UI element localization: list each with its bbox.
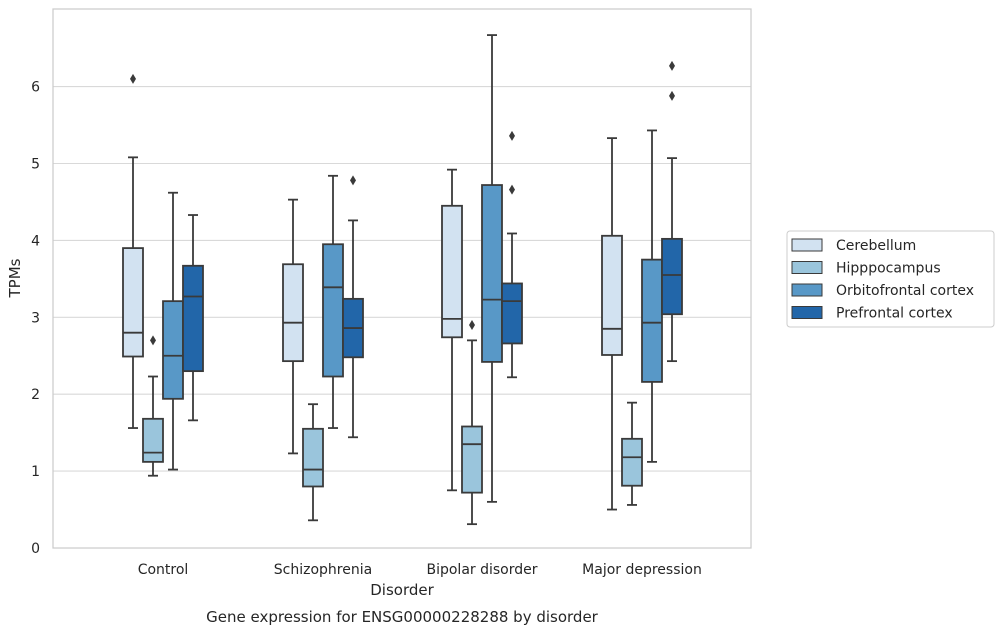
box-body xyxy=(122,247,144,358)
box xyxy=(342,175,364,439)
x-tick-label: Bipolar disorder xyxy=(426,562,537,578)
box xyxy=(322,174,344,429)
outlier-point xyxy=(150,335,156,346)
outlier-point xyxy=(509,130,515,141)
y-tick-label: 1 xyxy=(31,464,40,480)
outlier-point xyxy=(469,319,475,330)
box xyxy=(182,214,204,422)
box-body xyxy=(501,282,523,345)
legend-label: Orbitofrontal cortex xyxy=(836,283,974,299)
box-body xyxy=(481,184,503,363)
y-tick-label: 0 xyxy=(31,541,40,557)
box-body xyxy=(282,263,304,363)
box xyxy=(142,335,164,477)
outlier-point xyxy=(669,60,675,71)
box xyxy=(641,129,663,463)
box xyxy=(302,403,324,522)
box-body xyxy=(182,264,204,373)
box xyxy=(621,401,643,506)
box-body xyxy=(302,427,324,488)
x-axis-ticks: Control Schizophrenia Bipolar disorder Majo… xyxy=(138,562,702,578)
box-body xyxy=(441,204,463,339)
y-axis-ticks: 0 1 2 3 4 5 6 xyxy=(31,80,40,557)
box xyxy=(162,191,184,471)
legend-swatch xyxy=(791,283,823,297)
box-series xyxy=(122,34,683,526)
box xyxy=(282,198,304,455)
legend-label: Cerebellum xyxy=(836,238,916,254)
legend: Cerebellum Hipppocampus Orbitofrontal cort… xyxy=(786,230,995,328)
y-tick-label: 4 xyxy=(31,233,40,249)
x-tick-label: Schizophrenia xyxy=(274,562,372,578)
y-tick-label: 2 xyxy=(31,387,40,403)
box-body xyxy=(142,417,164,463)
box-body xyxy=(461,425,483,494)
x-axis-title: Disorder xyxy=(370,581,434,599)
outlier-point xyxy=(350,175,356,186)
chart-caption: Gene expression for ENSG00000228288 by d… xyxy=(206,608,599,626)
legend-swatch xyxy=(791,238,823,252)
box-body xyxy=(601,234,623,356)
x-tick-label: Major depression xyxy=(582,562,702,578)
legend-swatch xyxy=(791,261,823,274)
box-body xyxy=(162,300,184,400)
legend-label: Prefrontal cortex xyxy=(836,306,953,322)
box-body xyxy=(641,258,663,383)
box xyxy=(661,60,683,363)
box-body xyxy=(621,437,643,487)
box xyxy=(601,137,623,511)
y-tick-label: 5 xyxy=(31,157,40,173)
box xyxy=(441,168,463,492)
outlier-point xyxy=(509,184,515,195)
y-tick-label: 6 xyxy=(31,80,40,96)
box xyxy=(481,34,503,503)
legend-swatch xyxy=(791,306,823,319)
box xyxy=(461,319,483,526)
box xyxy=(122,73,144,429)
box xyxy=(501,130,523,379)
outlier-point xyxy=(669,90,675,101)
y-axis-title: TPMs xyxy=(6,258,24,298)
box-body xyxy=(322,243,344,378)
box-body xyxy=(661,237,683,316)
y-tick-label: 3 xyxy=(31,310,40,326)
legend-frame xyxy=(786,230,995,328)
x-tick-label: Control xyxy=(138,562,189,578)
legend-label: Hipppocampus xyxy=(836,261,941,277)
outlier-point xyxy=(130,73,136,84)
plot-area-frame xyxy=(52,8,752,549)
